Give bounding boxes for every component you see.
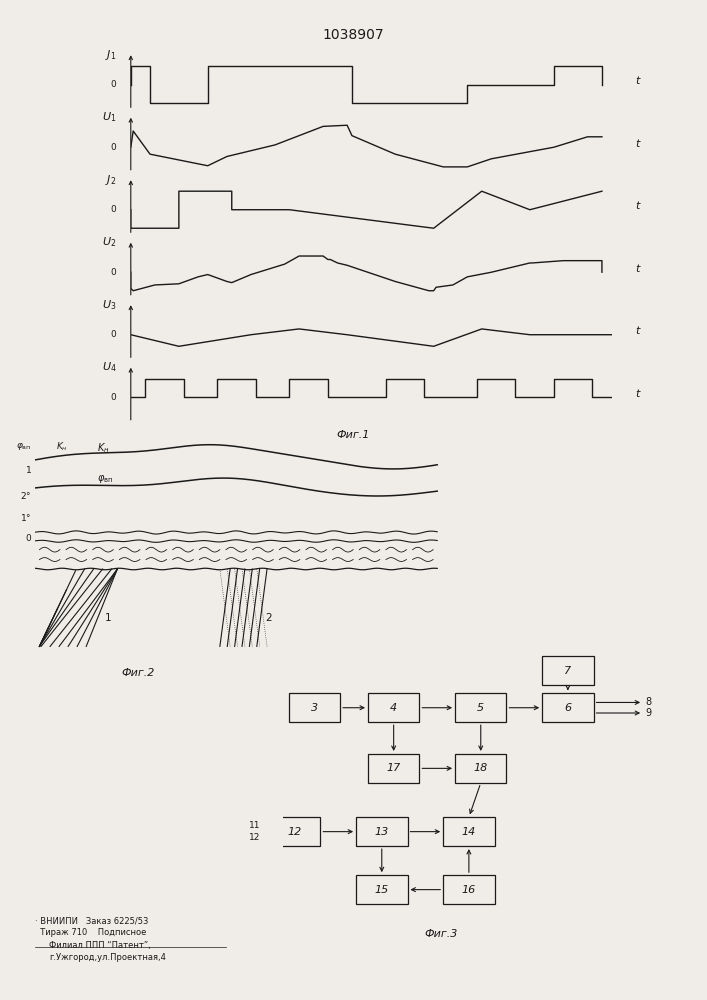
Text: 13: 13 [375, 827, 389, 837]
Bar [443, 875, 495, 904]
Bar [356, 817, 407, 846]
Text: 18: 18 [474, 763, 488, 773]
Text: 0: 0 [110, 393, 117, 402]
Text: t: t [636, 139, 640, 149]
Text: t: t [636, 389, 640, 399]
Text: $J_2$: $J_2$ [105, 173, 117, 187]
Bar [443, 817, 495, 846]
Bar [356, 875, 407, 904]
Text: t: t [636, 326, 640, 336]
Text: 12: 12 [288, 827, 302, 837]
Text: t: t [636, 76, 640, 86]
Text: 3: 3 [311, 703, 318, 713]
Text: Фиг.2: Фиг.2 [121, 668, 155, 678]
Text: $J_1$: $J_1$ [105, 48, 117, 62]
Text: Фиг.3: Фиг.3 [424, 929, 458, 939]
Bar [542, 693, 594, 722]
Text: t: t [636, 201, 640, 211]
Text: · ВНИИПИ   Заказ 6225/53: · ВНИИПИ Заказ 6225/53 [35, 916, 148, 925]
Bar [368, 693, 419, 722]
Text: 0: 0 [110, 143, 117, 152]
Text: $\varphi_{\text{вп}}$: $\varphi_{\text{вп}}$ [97, 473, 113, 485]
Text: $\varphi_{\text{вп}}$: $\varphi_{\text{вп}}$ [16, 441, 31, 452]
Text: $U_2$: $U_2$ [102, 235, 117, 249]
Text: 12: 12 [249, 833, 260, 842]
Text: 1: 1 [25, 466, 31, 475]
Text: 1038907: 1038907 [322, 28, 385, 42]
Text: $U_1$: $U_1$ [102, 110, 117, 124]
Text: 16: 16 [462, 885, 476, 895]
Text: г.Ужгород,ул.Проектная,4: г.Ужгород,ул.Проектная,4 [49, 953, 166, 962]
Text: 6: 6 [564, 703, 571, 713]
Bar [455, 754, 506, 783]
Text: $2°$: $2°$ [20, 490, 31, 501]
Text: 0: 0 [110, 205, 117, 214]
Text: 17: 17 [387, 763, 401, 773]
Text: t: t [636, 264, 640, 274]
Text: $U_3$: $U_3$ [102, 298, 117, 312]
Text: 5: 5 [477, 703, 484, 713]
Bar [542, 656, 594, 685]
Text: 9: 9 [645, 708, 651, 718]
Text: 11: 11 [249, 821, 261, 830]
Text: $K_н$: $K_н$ [56, 440, 68, 453]
Bar [368, 754, 419, 783]
Text: 0: 0 [25, 534, 31, 543]
Text: $K_н$: $K_н$ [97, 441, 110, 455]
Text: 4: 4 [390, 703, 397, 713]
Bar [269, 817, 320, 846]
Text: Тираж 710    Подписное: Тираж 710 Подписное [35, 928, 147, 937]
Text: 0: 0 [110, 268, 117, 277]
Bar [288, 693, 340, 722]
Text: 14: 14 [462, 827, 476, 837]
Text: 2: 2 [265, 613, 271, 623]
Text: 0: 0 [110, 80, 117, 89]
Text: 0: 0 [110, 330, 117, 339]
Text: $1°$: $1°$ [20, 512, 31, 523]
Text: Фиг.1: Фиг.1 [337, 430, 370, 440]
Text: 1: 1 [105, 613, 112, 623]
Bar [455, 693, 506, 722]
Text: $U_4$: $U_4$ [102, 360, 117, 374]
Text: 7: 7 [564, 666, 571, 676]
Text: 15: 15 [375, 885, 389, 895]
Text: Филиал ППП “Патент”,: Филиал ППП “Патент”, [49, 941, 151, 950]
Text: 8: 8 [645, 697, 651, 707]
